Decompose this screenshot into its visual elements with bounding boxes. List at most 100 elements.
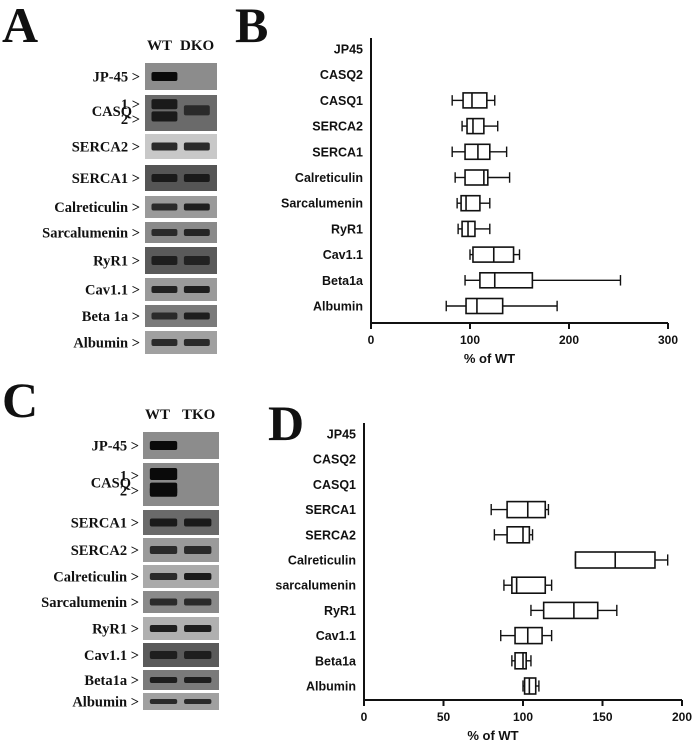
blot-band-ko <box>183 256 210 265</box>
box-casq1 <box>451 92 496 109</box>
blot-label: RyR1 > <box>93 254 140 270</box>
blot-row-jp-45: JP-45 > <box>93 63 217 90</box>
blot-band-wt <box>149 598 178 606</box>
blot-band-wt <box>151 312 178 320</box>
blot-band-ko <box>184 573 212 580</box>
box-iqr <box>479 271 534 289</box>
box-sarcalumenin <box>503 576 553 595</box>
x-axis-title: % of WT <box>467 728 518 743</box>
box-iqr <box>464 169 489 186</box>
category-label-sarcalumenin: Sarcalumenin <box>281 197 363 211</box>
box-ryr1 <box>457 220 491 238</box>
blot-row-cav1-1: Cav1.1 > <box>85 278 217 301</box>
blot-band-ko <box>183 286 210 293</box>
blot-band-wt <box>149 625 178 632</box>
category-label-albumin: Albumin <box>306 680 356 694</box>
box-iqr <box>506 500 547 519</box>
blot-label: Cav1.1 > <box>85 283 140 299</box>
blot-label: Albumin > <box>72 695 139 711</box>
blot-strip <box>145 278 217 301</box>
category-label-jp45: JP45 <box>327 428 356 442</box>
x-tick-label: 150 <box>592 710 612 724</box>
blot-row-beta1a: Beta1a > <box>84 670 219 690</box>
blot-band-wt <box>151 142 178 151</box>
blot-label: Sarcalumenin > <box>42 226 140 242</box>
box-ryr1 <box>530 601 618 620</box>
panel-letter-c: C <box>2 372 38 428</box>
category-label-cav1-1: Cav1.1 <box>323 248 363 262</box>
boxplot-chart-b: 0 100 200 300 % of WT JP45 CASQ2 CASQ1 SERCA2 SER… <box>281 38 678 366</box>
panel-letter-b: B <box>235 0 268 53</box>
category-label-calreticulin: Calreticulin <box>295 171 363 185</box>
blot-band-ko <box>184 546 212 554</box>
category-label-serca1: SERCA1 <box>305 503 356 517</box>
blot-row-serca1: SERCA1 > <box>72 165 217 191</box>
blot-band-wt <box>151 286 178 293</box>
blot-label: SERCA2 > <box>72 140 140 156</box>
blot-strip <box>145 222 217 243</box>
blot-label: Sarcalumenin > <box>41 595 139 611</box>
box-iqr <box>511 576 547 595</box>
panel-b: B 0 100 200 300 % of WT JP45 CASQ2 CASQ1 SERCA2 S… <box>235 0 678 366</box>
blot-strip <box>143 670 219 690</box>
blot-row-beta-1a: Beta 1a > <box>82 305 217 327</box>
blot-row-calreticulin: Calreticulin > <box>53 565 219 588</box>
blot-label: RyR1 > <box>92 622 139 638</box>
category-label-jp45: JP45 <box>334 43 363 57</box>
category-label-cav1-1: Cav1.1 <box>316 629 356 643</box>
category-label-calreticulin: Calreticulin <box>288 554 356 568</box>
category-label-sarcalumenin: sarcalumenin <box>275 579 356 593</box>
western-blot-a: JP-45 > CASQ1 >2 > SERCA2 > SERCA1 > Calreti… <box>42 63 217 354</box>
category-label-albumin: Albumin <box>313 300 363 314</box>
blot-band-ko <box>183 174 210 182</box>
blot-band-ko <box>183 339 210 346</box>
x-tick-label: 300 <box>658 333 678 347</box>
x-tick-label: 50 <box>437 710 451 724</box>
category-label-casq1: CASQ1 <box>313 478 356 492</box>
box-iqr <box>466 117 485 135</box>
box-albumin <box>522 677 540 695</box>
blot-band-wt <box>151 339 178 346</box>
blot-row-sarcalumenin: Sarcalumenin > <box>41 591 219 613</box>
blot-band-ko <box>184 651 212 659</box>
boxplot-chart-d: 0 50 100 150 200 % of WT JP45 CASQ2 CASQ1 SERCA1 S… <box>275 423 692 743</box>
category-label-serca1: SERCA1 <box>312 145 363 159</box>
x-tick-label: 100 <box>460 333 480 347</box>
blot-sublabel-1: 1 > <box>120 469 139 485</box>
blot-label: Beta1a > <box>84 673 139 689</box>
category-label-serca2: SERCA2 <box>305 528 356 542</box>
blot-band-ko <box>184 598 212 606</box>
panel-a: A WT DKO JP-45 > CASQ1 >2 > SERCA2 > SERCA1… <box>2 0 217 354</box>
box-calreticulin <box>574 551 669 569</box>
blot-row-albumin: Albumin > <box>73 331 217 354</box>
blot-label: SERCA2 > <box>71 543 139 559</box>
panel-d: D 0 50 100 150 200 % of WT JP45 CASQ2 CASQ1 SERCA… <box>268 395 692 743</box>
blot-label: CASQ <box>92 104 132 120</box>
category-label-casq2: CASQ2 <box>313 453 356 467</box>
category-label-beta1a: Beta1a <box>322 274 364 288</box>
box-sarcalumenin <box>456 194 491 212</box>
x-tick-label: 200 <box>559 333 579 347</box>
box-albumin <box>445 297 558 315</box>
blot-strip <box>143 693 219 710</box>
blot-strip <box>143 591 219 613</box>
blot-label: Cav1.1 > <box>84 648 139 664</box>
blot-band-wt <box>149 546 178 554</box>
lane-header-tko: TKO <box>182 407 215 423</box>
box-iqr <box>465 297 504 315</box>
blot-label: CASQ <box>91 476 131 492</box>
blot-row-ryr1: RyR1 > <box>92 617 219 640</box>
blot-band-ko <box>184 518 212 527</box>
blot-sublabel-2: 2 > <box>120 484 139 500</box>
blot-row-casq: CASQ1 >2 > <box>92 95 217 131</box>
blot-label: SERCA1 > <box>72 171 140 187</box>
blot-label: JP-45 > <box>92 439 139 455</box>
blot-label: Calreticulin > <box>54 200 140 216</box>
blot-strip <box>145 331 217 354</box>
blot-row-albumin: Albumin > <box>72 693 219 711</box>
lane-header-dko: DKO <box>180 38 214 54</box>
panel-letter-d: D <box>268 395 304 451</box>
blot-label: Beta 1a > <box>82 309 140 325</box>
lane-header-wt: WT <box>147 38 172 54</box>
